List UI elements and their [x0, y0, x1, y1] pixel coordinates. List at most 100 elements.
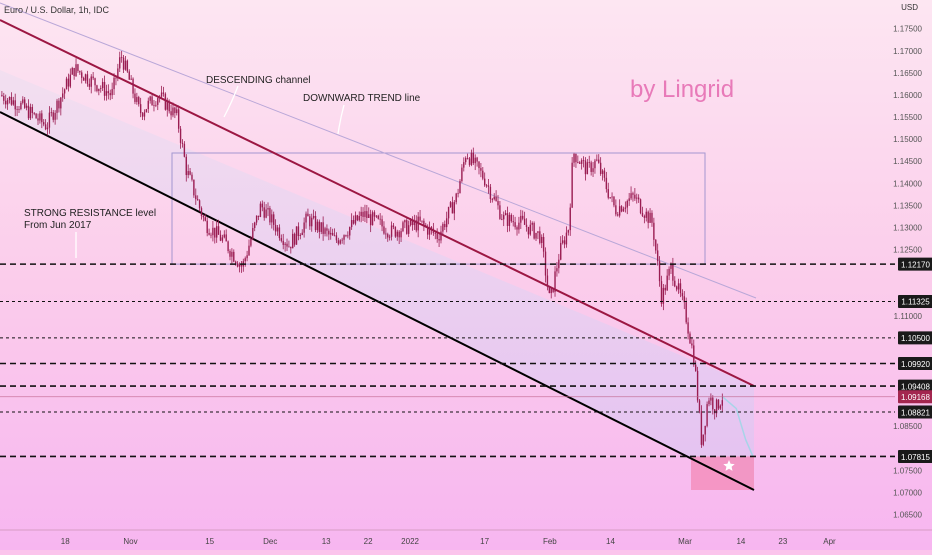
candle-body: [166, 101, 168, 110]
candle-body: [398, 231, 400, 238]
level-badge: [898, 294, 932, 308]
candle-body: [254, 222, 256, 228]
candle-body: [603, 170, 606, 178]
candle-body: [322, 222, 324, 234]
candle-body: [706, 404, 708, 426]
candle-body: [297, 226, 300, 236]
candle-body: [388, 236, 391, 238]
candle-body: [84, 74, 87, 81]
candle-body: [432, 228, 435, 233]
candle-body: [69, 74, 72, 87]
candle-body: [457, 193, 459, 195]
candle-body: [233, 251, 235, 262]
candle-body: [491, 198, 494, 200]
candle-body: [601, 170, 604, 174]
candle-body: [16, 109, 18, 110]
candle-body: [122, 57, 125, 70]
candle-body: [151, 96, 153, 106]
candle-body: [60, 97, 62, 109]
candle-body: [288, 246, 290, 248]
current-price-label: 1.09168: [901, 393, 930, 402]
candle-body: [510, 214, 513, 222]
x-tick-label: Dec: [263, 537, 277, 546]
y-tick-label: 1.13500: [893, 201, 922, 210]
x-tick-label: 22: [364, 537, 373, 546]
candle-body: [168, 101, 170, 112]
candle-body: [499, 205, 501, 219]
candle-body: [189, 171, 191, 175]
candle-body: [411, 219, 414, 226]
candle-body: [719, 405, 722, 409]
candle-body: [117, 68, 119, 79]
candle-body: [693, 345, 695, 365]
candle-body: [196, 199, 199, 201]
candle-body: [214, 227, 216, 238]
candle-body: [392, 225, 395, 228]
candle-body: [575, 154, 577, 163]
candle-body: [618, 206, 621, 216]
candle-body: [86, 74, 89, 84]
candle-body: [451, 202, 454, 214]
candle-body: [103, 81, 106, 96]
candle-body: [620, 206, 623, 212]
candle-body: [149, 96, 151, 101]
candle-body: [1, 94, 3, 97]
y-tick-label: 1.12500: [893, 246, 922, 255]
candle-body: [269, 207, 271, 223]
candle-body: [541, 236, 543, 243]
candle-body: [145, 109, 148, 113]
candle-body: [215, 226, 218, 238]
candle-body: [368, 214, 370, 218]
candle-body: [463, 162, 465, 168]
candle-body: [430, 226, 433, 229]
candle-body: [527, 226, 530, 235]
candle-body: [43, 122, 45, 125]
candle-body: [5, 100, 7, 105]
candle-body: [219, 234, 222, 241]
candle-body: [522, 215, 524, 219]
level-label: 1.11325: [901, 298, 930, 307]
candle-body: [651, 212, 653, 223]
candle-body: [157, 98, 159, 105]
chart-title: Euro / U.S. Dollar, 1h, IDC: [4, 5, 110, 15]
candle-body: [6, 99, 9, 105]
candle-body: [195, 195, 197, 200]
candle-body: [523, 218, 526, 225]
candle-body: [120, 57, 123, 59]
candle-body: [312, 215, 315, 218]
candle-body: [240, 264, 243, 267]
candle-body: [181, 142, 184, 144]
downward-trend-line: [0, 2, 757, 299]
candle-body: [105, 91, 108, 96]
candle-body: [683, 296, 685, 303]
candle-body: [480, 168, 482, 171]
candle-body: [88, 83, 91, 87]
candle-body: [504, 213, 507, 215]
candle-body: [183, 143, 186, 157]
candle-body: [290, 246, 292, 249]
candle-body: [381, 219, 383, 227]
candle-body: [489, 186, 492, 199]
candle-body: [622, 208, 625, 212]
candle-body: [94, 78, 96, 86]
y-tick-label: 1.16500: [893, 69, 922, 78]
candle-body: [208, 233, 210, 235]
candle-body: [92, 76, 94, 79]
candle-body: [598, 159, 600, 163]
candle-body: [303, 222, 305, 233]
candle-body: [542, 236, 545, 252]
candle-body: [508, 214, 511, 226]
candle-body: [362, 211, 364, 217]
candle-body: [438, 238, 440, 241]
candle-body: [292, 233, 294, 249]
candle-body: [599, 162, 602, 174]
candle-body: [267, 207, 269, 210]
candle-body: [396, 231, 398, 237]
range-box: [171, 152, 706, 265]
candle-body: [326, 228, 328, 231]
candle-body: [495, 196, 497, 202]
candle-body: [487, 185, 490, 187]
candle-body: [419, 216, 421, 221]
